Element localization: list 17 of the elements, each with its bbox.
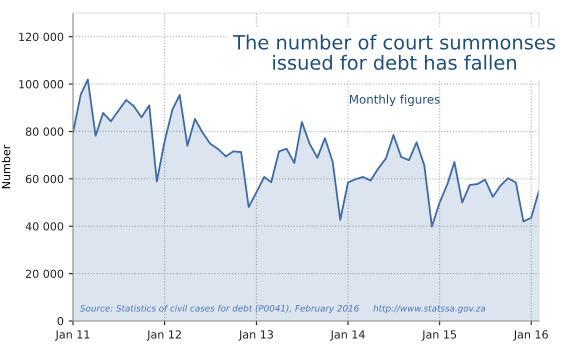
x-tick-label: Jan 12 <box>146 330 181 341</box>
x-tick-label: Jan 14 <box>330 330 365 341</box>
y-tick-label: 0 <box>58 316 64 326</box>
y-tick-label: 60 000 <box>26 174 64 184</box>
y-tick-label: 120 000 <box>19 32 64 42</box>
y-tick-label: 20 000 <box>26 270 64 278</box>
x-tick-label: Jan 16 <box>513 330 548 341</box>
y-tick-label: 100 000 <box>19 80 64 88</box>
y-tick-label: 40 000 <box>26 222 64 231</box>
text: Monthly figures <box>350 94 440 106</box>
annotation: Source: Statistics of civil cases for debt (P0041), February 2016 http://www.statssa.gov.za <box>80 304 486 314</box>
x-tick-label: Jan 13 <box>238 330 273 341</box>
x-tick-label: Jan 15 <box>422 330 456 341</box>
text: The number of court summonses issued for debt has fallen <box>233 34 556 70</box>
y-tick-label: 80 000 <box>26 127 64 136</box>
y-axis-title: Number <box>2 144 10 188</box>
x-tick-label: Jan 11 <box>55 330 90 341</box>
